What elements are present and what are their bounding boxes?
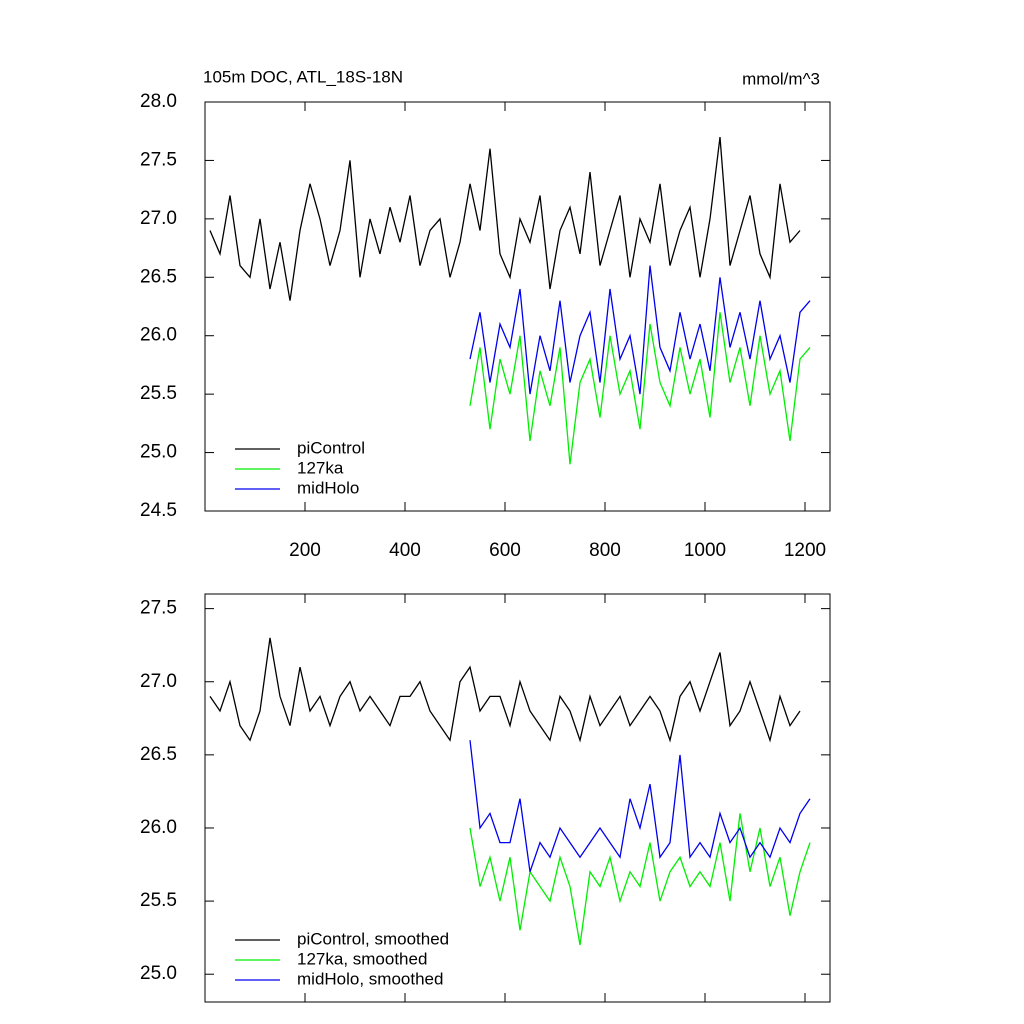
data-line xyxy=(209,137,801,301)
legend-label: 127ka xyxy=(297,458,344,477)
x-tick-label: 1000 xyxy=(684,540,726,561)
legend-label: piControl xyxy=(297,438,365,457)
plot-frame xyxy=(204,593,831,1003)
x-tick-label: 400 xyxy=(389,540,421,561)
legend-label: 127ka, smoothed xyxy=(297,949,427,968)
y-tick-label: 28.0 xyxy=(140,91,177,112)
data-line xyxy=(469,265,811,395)
y-tick-label: 25.0 xyxy=(140,442,177,463)
x-tick-label: 800 xyxy=(589,540,621,561)
y-tick-label: 24.5 xyxy=(140,500,177,521)
legend-label: midHolo, smoothed xyxy=(297,969,443,988)
legend-label: piControl, smoothed xyxy=(297,929,449,948)
y-tick-label: 26.5 xyxy=(140,744,177,765)
data-line xyxy=(469,312,811,465)
y-tick-label: 26.0 xyxy=(140,817,177,838)
x-tick-label: 200 xyxy=(289,540,321,561)
data-line xyxy=(469,813,811,946)
x-tick-label: 600 xyxy=(489,540,521,561)
y-tick-label: 27.5 xyxy=(140,149,177,170)
chart-title: 105m DOC, ATL_18S-18N xyxy=(203,67,403,86)
legend-label: midHolo xyxy=(297,478,359,497)
y-tick-label: 26.0 xyxy=(140,325,177,346)
y-tick-label: 27.5 xyxy=(140,598,177,619)
y-tick-label: 25.5 xyxy=(140,890,177,911)
y-tick-label: 27.0 xyxy=(140,671,177,692)
data-line xyxy=(209,637,801,743)
y-tick-label: 25.5 xyxy=(140,383,177,404)
x-tick-label: 1200 xyxy=(784,540,826,561)
y-tick-label: 27.0 xyxy=(140,208,177,229)
y-tick-label: 25.0 xyxy=(140,963,177,984)
y-tick-label: 26.5 xyxy=(140,266,177,287)
data-line xyxy=(469,740,811,873)
units-label: mmol/m^3 xyxy=(742,69,820,88)
plot-frame xyxy=(204,101,831,512)
